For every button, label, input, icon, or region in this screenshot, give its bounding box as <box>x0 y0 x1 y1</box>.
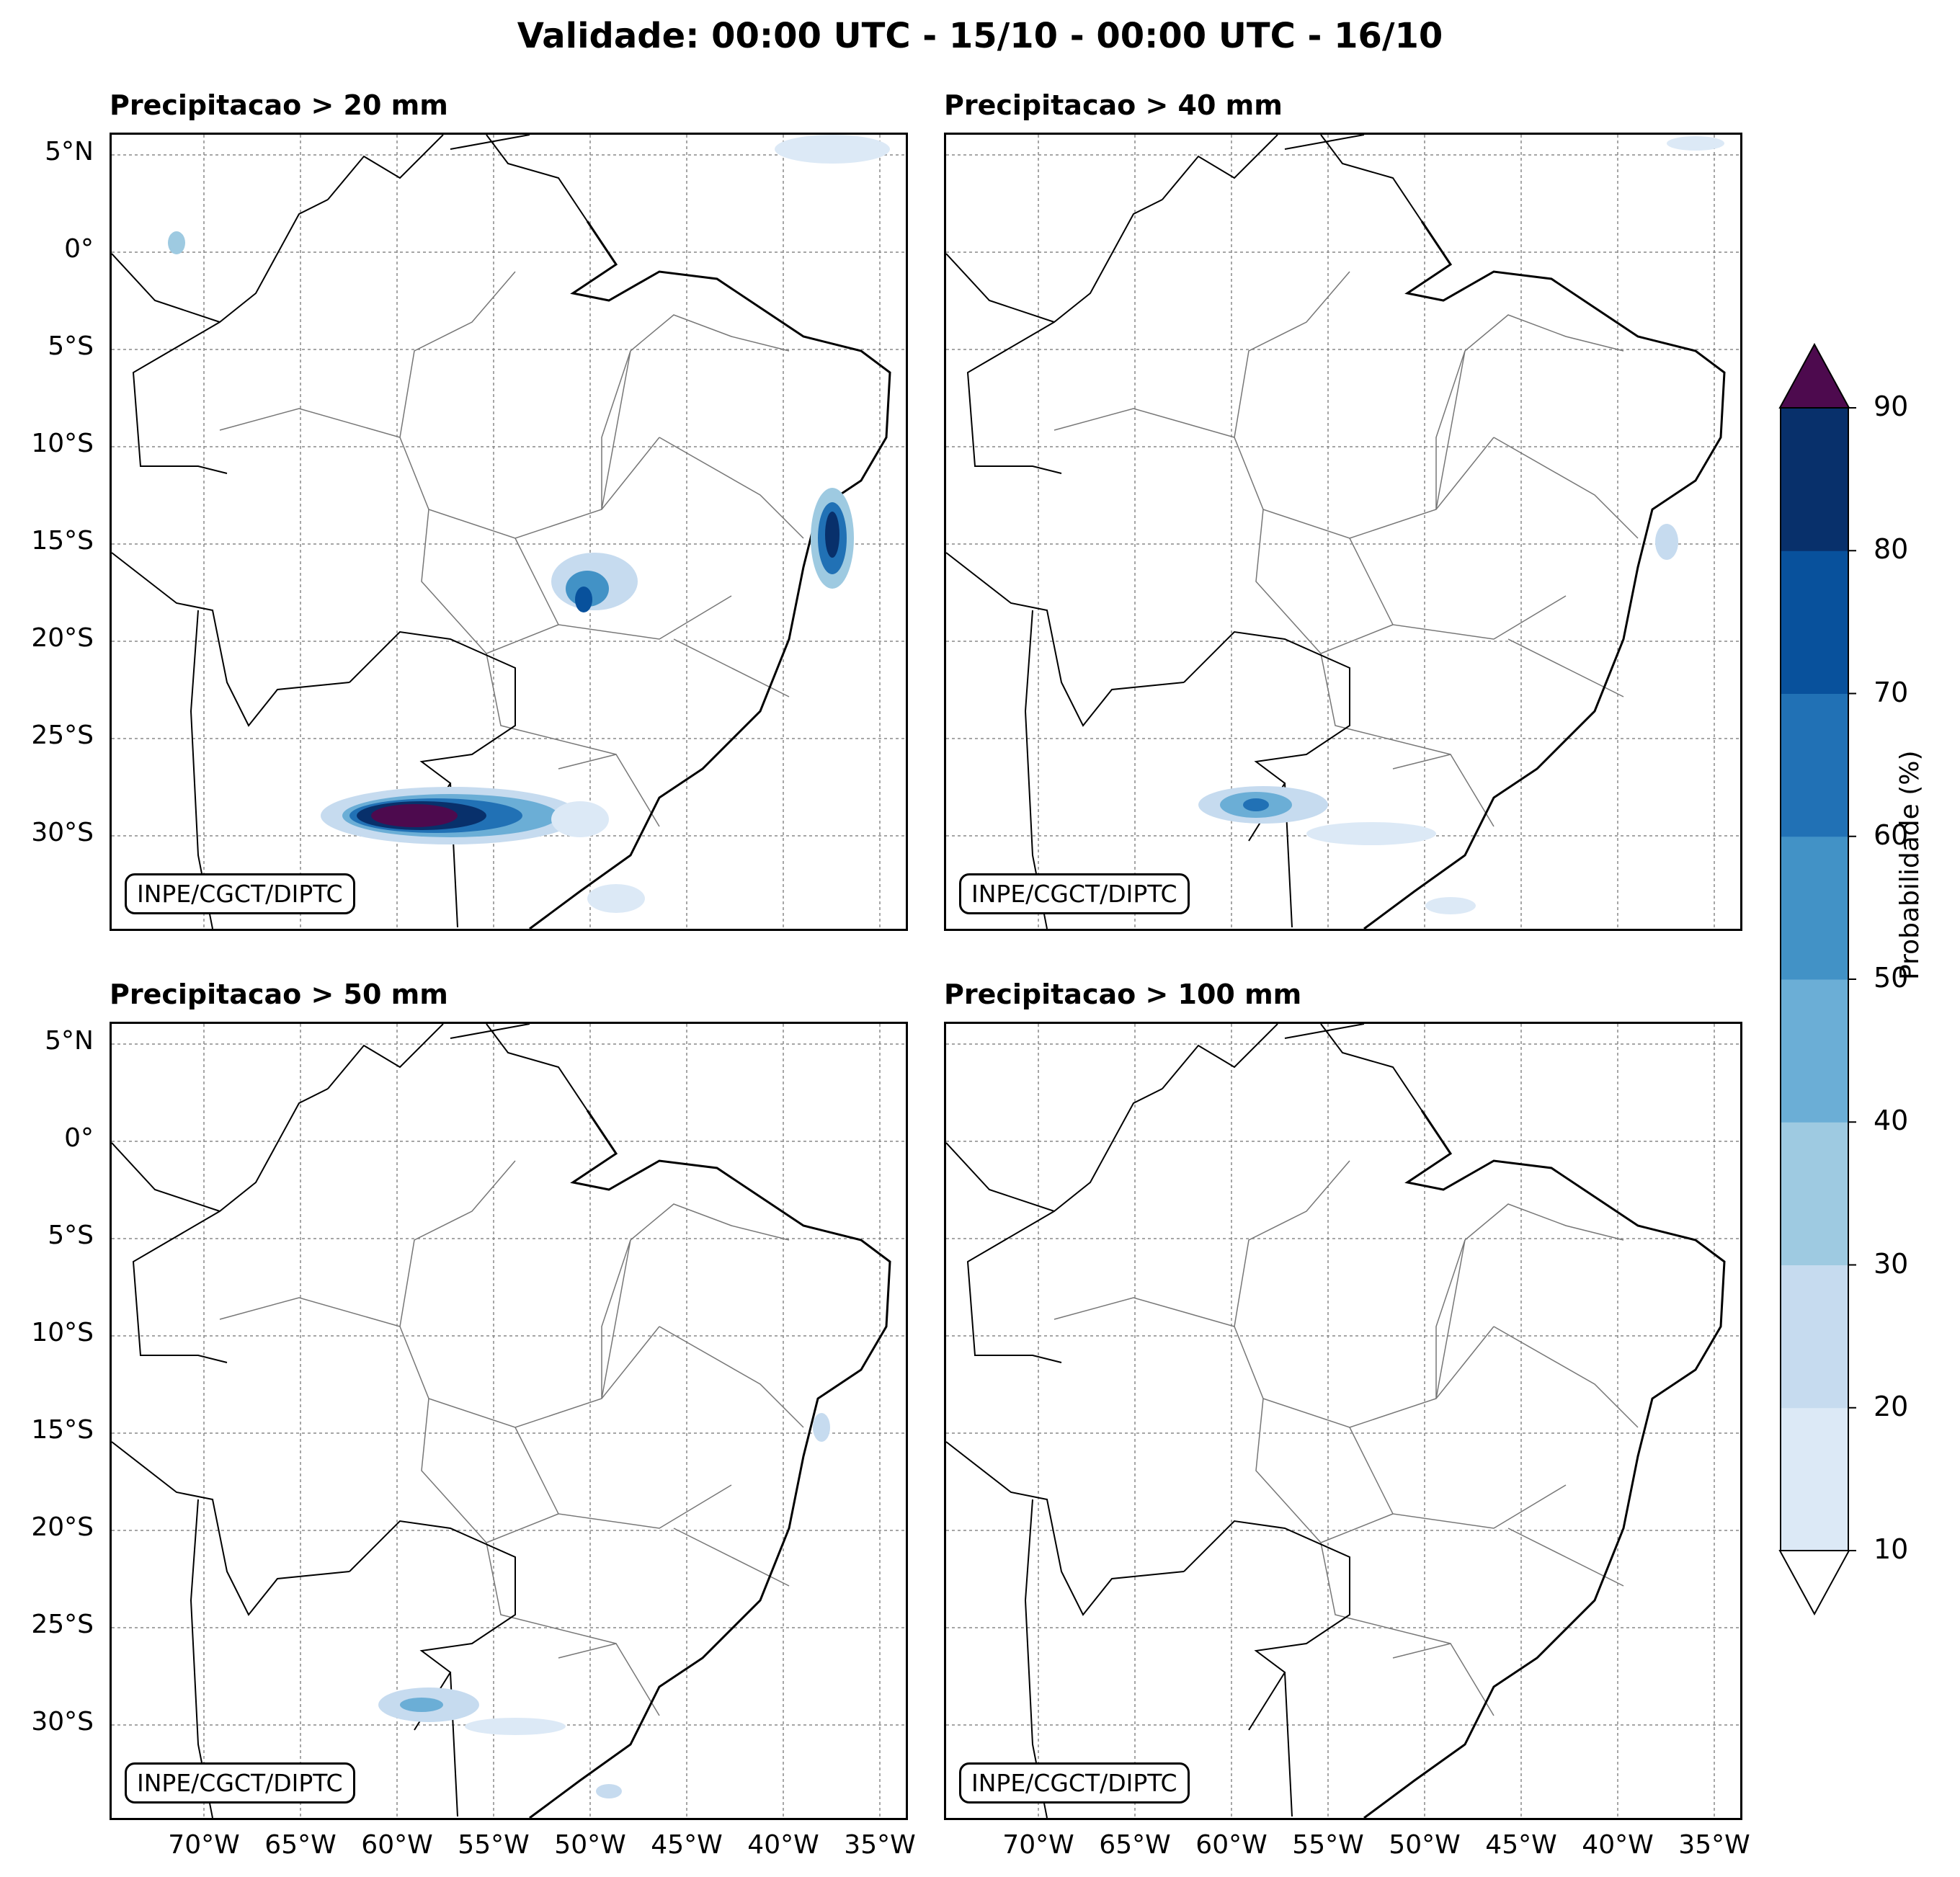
lon-tick-label: 70°W <box>1002 1830 1074 1860</box>
lat-tick-label: 0° <box>64 234 94 264</box>
colorbar-segment <box>1780 408 1849 551</box>
lat-tick-label: 15°S <box>31 526 94 556</box>
lon-tick-label: 65°W <box>264 1830 337 1860</box>
colorbar-under-extension <box>1778 1550 1850 1616</box>
gridlines <box>946 1024 1740 1818</box>
colorbar-segment <box>1780 550 1849 694</box>
lon-tick-label: 45°W <box>1485 1830 1557 1860</box>
lat-tick-label: 10°S <box>31 429 94 458</box>
panel-title-20mm: Precipitacao > 20 mm <box>110 89 448 121</box>
colorbar <box>1778 342 1856 1616</box>
states-borders <box>219 271 804 827</box>
colorbar-outline <box>1780 407 1849 1551</box>
lon-tick-label: 55°W <box>1292 1830 1364 1860</box>
map-panel-50mm: INPE/CGCT/DIPTC <box>110 1022 908 1820</box>
colorbar-label: Probabilidade (%) <box>1895 750 1925 980</box>
coastline <box>1363 220 1726 929</box>
map-50mm-svg <box>112 1024 906 1818</box>
colorbar-tick-label: 40 <box>1874 1105 1909 1137</box>
figure-title: Validade: 00:00 UTC - 15/10 - 00:00 UTC … <box>517 16 1443 56</box>
lat-tick-label: 20°S <box>31 1512 94 1542</box>
map-panel-20mm: INPE/CGCT/DIPTC <box>110 133 908 931</box>
panel-title-40mm: Precipitacao > 40 mm <box>944 89 1283 121</box>
lon-tick-label: 40°W <box>1582 1830 1654 1860</box>
lat-tick-label: 5°S <box>48 1221 94 1250</box>
colorbar-segment <box>1780 1265 1849 1409</box>
gridlines <box>112 1024 906 1818</box>
precip-areas-40mm <box>1198 136 1724 914</box>
credit-label: INPE/CGCT/DIPTC <box>959 873 1190 914</box>
credit-label: INPE/CGCT/DIPTC <box>959 1762 1190 1804</box>
colorbar-segment <box>1780 693 1849 837</box>
colorbar-tick-label: 80 <box>1874 533 1909 566</box>
lat-tick-label: 10°S <box>31 1318 94 1347</box>
map-20mm-svg <box>112 135 906 929</box>
lon-tick-label: 70°W <box>168 1830 240 1860</box>
colorbar-segment <box>1780 836 1849 980</box>
lat-tick-label: 5°S <box>48 331 94 361</box>
coastline <box>1363 1110 1726 1818</box>
lon-tick-label: 65°W <box>1099 1830 1171 1860</box>
lon-tick-label: 50°W <box>1389 1830 1461 1860</box>
lon-tick-label: 60°W <box>1195 1830 1268 1860</box>
lat-tick-label: 25°S <box>31 1610 94 1639</box>
lat-tick-label: 20°S <box>31 623 94 653</box>
credit-label: INPE/CGCT/DIPTC <box>125 1762 355 1804</box>
country-borders <box>112 135 588 929</box>
precip-areas-50mm <box>378 1413 830 1798</box>
panel-title-50mm: Precipitacao > 50 mm <box>110 978 448 1010</box>
country-borders <box>946 1024 1422 1818</box>
lat-tick-label: 15°S <box>31 1415 94 1445</box>
colorbar-segment <box>1780 1122 1849 1265</box>
states-borders <box>1054 271 1639 827</box>
colorbar-over-extension <box>1778 342 1850 409</box>
states-borders <box>1054 1160 1639 1716</box>
lat-tick-label: 5°N <box>45 1026 94 1056</box>
lat-tick-label: 30°S <box>31 818 94 847</box>
lon-tick-label: 55°W <box>458 1830 530 1860</box>
coastline <box>529 1110 891 1818</box>
colorbar-tick-label: 70 <box>1874 676 1909 708</box>
credit-label: INPE/CGCT/DIPTC <box>125 873 355 914</box>
map-panel-40mm: INPE/CGCT/DIPTC <box>944 133 1742 931</box>
map-100mm-svg <box>946 1024 1740 1818</box>
lon-tick-label: 50°W <box>554 1830 626 1860</box>
country-borders <box>946 135 1422 929</box>
map-panel-100mm: INPE/CGCT/DIPTC <box>944 1022 1742 1820</box>
colorbar-tick-label: 90 <box>1874 391 1909 422</box>
colorbar-tick-label: 30 <box>1874 1247 1909 1280</box>
gridlines <box>946 135 1740 929</box>
country-borders <box>112 1024 588 1818</box>
colorbar-tick-label: 50 <box>1874 962 1909 994</box>
lat-tick-label: 25°S <box>31 721 94 750</box>
lat-tick-label: 0° <box>64 1123 94 1153</box>
lon-tick-label: 60°W <box>361 1830 433 1860</box>
coastline <box>529 220 891 929</box>
lat-tick-label: 30°S <box>31 1707 94 1736</box>
lon-tick-label: 35°W <box>1678 1830 1750 1860</box>
colorbar-tick-label: 20 <box>1874 1390 1909 1422</box>
lat-tick-label: 5°N <box>45 137 94 166</box>
colorbar-segment <box>1780 1407 1849 1551</box>
precip-areas-20mm <box>168 135 890 913</box>
colorbar-tick-label: 60 <box>1874 819 1909 851</box>
colorbar-tick-label: 10 <box>1874 1533 1909 1565</box>
states-borders <box>219 1160 804 1716</box>
lon-tick-label: 40°W <box>747 1830 819 1860</box>
lon-tick-label: 35°W <box>844 1830 916 1860</box>
colorbar-segment <box>1780 979 1849 1123</box>
map-40mm-svg <box>946 135 1740 929</box>
lon-tick-label: 45°W <box>651 1830 723 1860</box>
panel-title-100mm: Precipitacao > 100 mm <box>944 978 1302 1010</box>
